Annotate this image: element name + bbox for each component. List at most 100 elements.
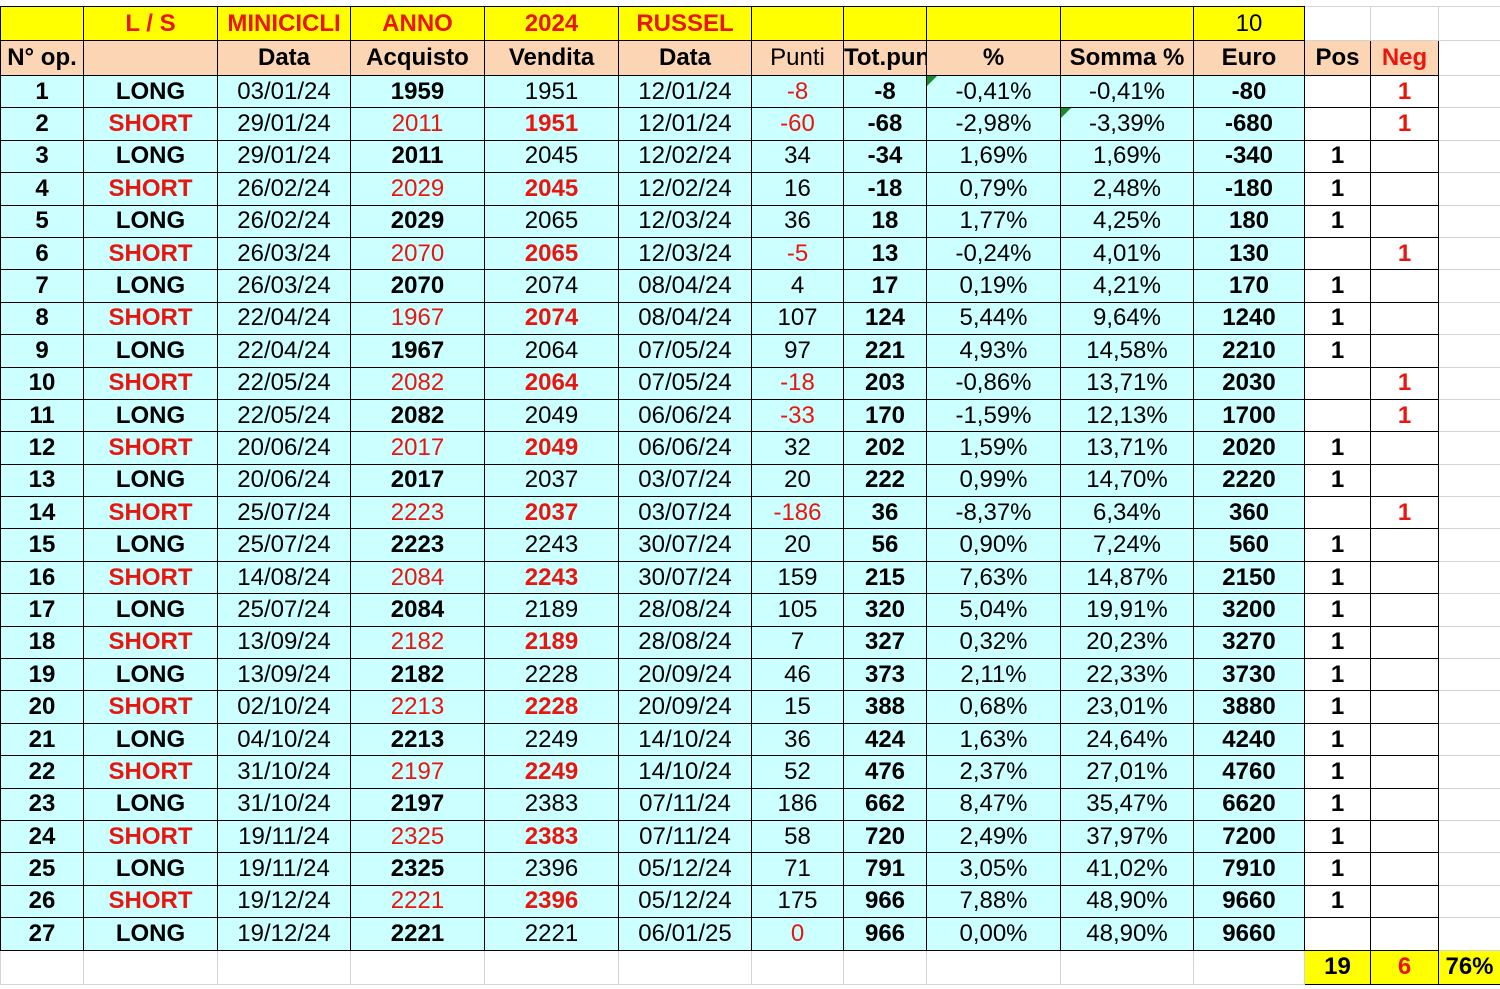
cell xyxy=(83,949,218,985)
cell: 14,70% xyxy=(1060,463,1194,498)
cell: 6 xyxy=(0,236,84,271)
cell: SHORT xyxy=(83,496,218,530)
cell xyxy=(1438,658,1500,692)
cell: 0,68% xyxy=(926,690,1061,724)
cell: 7,63% xyxy=(926,560,1061,595)
cell: 1240 xyxy=(1193,301,1305,336)
row: 4 SHORT 26/02/24 2029 2045 12/02/24 16 -18 0,79%… xyxy=(0,172,1500,206)
cell: 26/02/24 xyxy=(217,172,351,206)
cell: 966 xyxy=(843,917,927,951)
cell: 1 xyxy=(1370,496,1439,530)
cell xyxy=(1370,755,1439,789)
cell: 14/10/24 xyxy=(618,722,752,757)
cell: 1967 xyxy=(350,301,485,336)
cell xyxy=(1438,269,1500,303)
cell xyxy=(1370,301,1439,336)
cell: 1 xyxy=(1304,690,1371,724)
cell xyxy=(1438,528,1500,562)
cell: 31/10/24 xyxy=(217,787,351,821)
cell: 966 xyxy=(843,884,927,919)
cell: 1 xyxy=(1370,74,1439,109)
cell: 5,44% xyxy=(926,301,1061,336)
cell: 1 xyxy=(1304,658,1371,692)
cell: 2220 xyxy=(1193,463,1305,498)
cell: 0,79% xyxy=(926,172,1061,206)
cell xyxy=(1370,560,1439,595)
cell: 48,90% xyxy=(1060,917,1194,951)
cell: 221 xyxy=(843,334,927,368)
cell: 2243 xyxy=(484,560,619,595)
cell xyxy=(1438,236,1500,271)
cell: 2017 xyxy=(350,463,485,498)
cell: 2084 xyxy=(350,593,485,627)
cell xyxy=(1438,334,1500,368)
cell: -18 xyxy=(843,172,927,206)
cell: 0,32% xyxy=(926,625,1061,660)
cell: 29/01/24 xyxy=(217,139,351,174)
cell xyxy=(1370,787,1439,821)
cell: 1967 xyxy=(350,334,485,368)
cell: SHORT xyxy=(83,560,218,595)
cell: 20/09/24 xyxy=(618,658,752,692)
cell: 424 xyxy=(843,722,927,757)
cell: N° op. xyxy=(0,40,84,76)
cell: 07/05/24 xyxy=(618,334,752,368)
cell xyxy=(618,949,752,985)
cell: 1,77% xyxy=(926,204,1061,238)
cell: SHORT xyxy=(83,172,218,206)
cell: 2082 xyxy=(350,366,485,400)
cell: 2037 xyxy=(484,463,619,498)
cell: -34 xyxy=(843,139,927,174)
cell: -8 xyxy=(751,74,844,109)
cell: -0,24% xyxy=(926,236,1061,271)
cell: 02/10/24 xyxy=(217,690,351,724)
cell: 2221 xyxy=(350,884,485,919)
cell: 2221 xyxy=(350,917,485,951)
cell: 19/11/24 xyxy=(217,852,351,886)
cell: 48,90% xyxy=(1060,884,1194,919)
cell: 07/05/24 xyxy=(618,366,752,400)
cell xyxy=(1438,463,1500,498)
cell: 2182 xyxy=(350,625,485,660)
cell: -340 xyxy=(1193,139,1305,174)
cell: ANNO xyxy=(350,6,485,41)
cell: 28/08/24 xyxy=(618,625,752,660)
cell: 1 xyxy=(1304,722,1371,757)
cell: 1 xyxy=(1304,593,1371,627)
cell xyxy=(1438,398,1500,433)
cell: -0,41% xyxy=(1060,74,1194,109)
cell: 720 xyxy=(843,819,927,854)
cell: 24,64% xyxy=(1060,722,1194,757)
cell: 203 xyxy=(843,366,927,400)
cell: 20,23% xyxy=(1060,625,1194,660)
cell: 17 xyxy=(843,269,927,303)
cell: 7,88% xyxy=(926,884,1061,919)
cell: 2082 xyxy=(350,398,485,433)
cell: 03/07/24 xyxy=(618,463,752,498)
cell xyxy=(1370,852,1439,886)
cell: 20/06/24 xyxy=(217,431,351,465)
cell: 2396 xyxy=(484,852,619,886)
cell: 12/01/24 xyxy=(618,74,752,109)
cell: 360 xyxy=(1193,496,1305,530)
cell xyxy=(1370,269,1439,303)
cell xyxy=(843,6,927,41)
row: 25 LONG 19/11/24 2325 2396 05/12/24 71 791 3,05%… xyxy=(0,852,1500,886)
cell: Euro xyxy=(1193,40,1305,76)
cell: 12,13% xyxy=(1060,398,1194,433)
cell: 23 xyxy=(0,787,84,821)
cell: 175 xyxy=(751,884,844,919)
cell xyxy=(1370,819,1439,854)
cell: LONG xyxy=(83,269,218,303)
cell: 1 xyxy=(1304,431,1371,465)
cell: 26 xyxy=(0,884,84,919)
cell: 2243 xyxy=(484,528,619,562)
cell xyxy=(1370,528,1439,562)
cell: 2024 xyxy=(484,6,619,41)
cell xyxy=(1438,6,1500,41)
cell: 6620 xyxy=(1193,787,1305,821)
cell xyxy=(1438,204,1500,238)
cell: 6,34% xyxy=(1060,496,1194,530)
cell: 2249 xyxy=(484,722,619,757)
cell: 18 xyxy=(843,204,927,238)
